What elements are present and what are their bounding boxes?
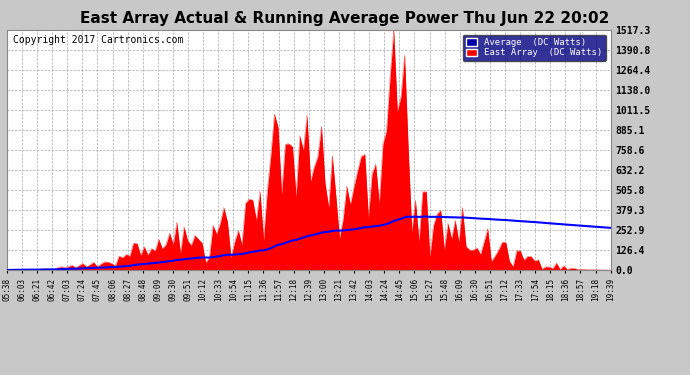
- Legend: Average  (DC Watts), East Array  (DC Watts): Average (DC Watts), East Array (DC Watts…: [462, 34, 606, 61]
- Text: East Array Actual & Running Average Power Thu Jun 22 20:02: East Array Actual & Running Average Powe…: [80, 11, 610, 26]
- Text: Copyright 2017 Cartronics.com: Copyright 2017 Cartronics.com: [13, 35, 184, 45]
